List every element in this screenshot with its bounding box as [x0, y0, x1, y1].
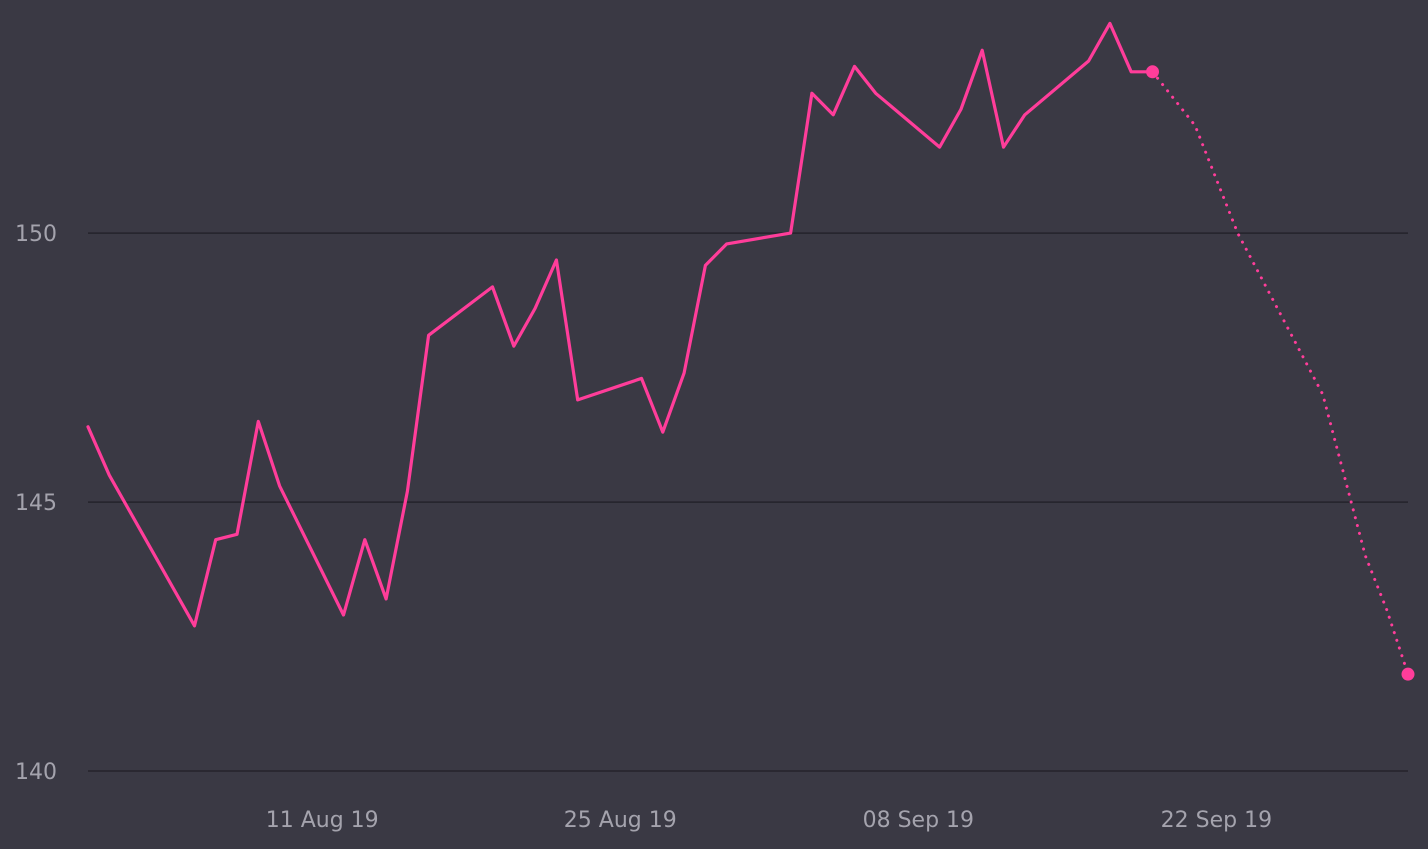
series-end-marker — [1401, 667, 1415, 681]
x-tick-label: 11 Aug 19 — [266, 808, 379, 833]
x-tick-label: 25 Aug 19 — [564, 808, 677, 833]
y-tick-label: 140 — [15, 760, 57, 785]
x-tick-label: 08 Sep 19 — [863, 808, 974, 833]
y-axis-tick-labels: 140 145 150 — [15, 222, 57, 785]
gridlines — [88, 232, 1408, 772]
y-tick-label: 145 — [15, 491, 57, 516]
forecast-series-line — [1151, 70, 1410, 676]
series-group — [86, 21, 1415, 681]
x-tick-label: 22 Sep 19 — [1161, 808, 1272, 833]
y-tick-label: 150 — [15, 222, 57, 247]
x-axis-tick-labels: 11 Aug 19 25 Aug 19 08 Sep 19 22 Sep 19 — [266, 808, 1272, 833]
price-series-line — [86, 21, 1155, 628]
